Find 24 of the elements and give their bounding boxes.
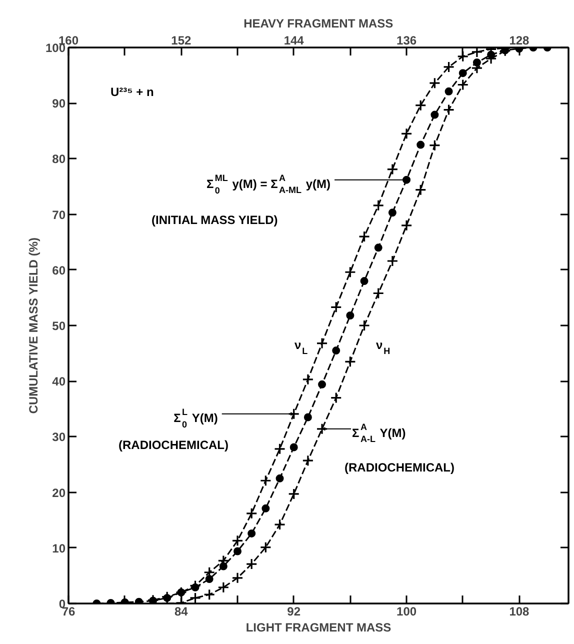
- x-tick-label: 92: [287, 604, 301, 618]
- x2-tick-label: 136: [396, 34, 417, 48]
- x2-tick-label: 152: [171, 34, 192, 48]
- annotation: (RADIOCHEMICAL): [118, 438, 228, 452]
- annotation: (INITIAL MASS YIELD): [152, 212, 278, 227]
- x-tick-label: 108: [509, 604, 530, 618]
- y-tick-label: 20: [52, 486, 66, 500]
- x-tick-label: 100: [396, 604, 417, 618]
- y-tick-label: 90: [52, 96, 66, 111]
- x2-axis-title: HEAVY FRAGMENT MASS: [244, 16, 394, 30]
- x-axis-title: LIGHT FRAGMENT MASS: [246, 620, 392, 634]
- y-tick-label: 30: [52, 430, 66, 444]
- y-tick-label: 40: [52, 374, 66, 389]
- x2-tick-label: 128: [509, 34, 530, 48]
- y-tick-label: 80: [52, 152, 66, 166]
- annotation: U²³⁵ + n: [110, 84, 154, 99]
- annotation: (RADIOCHEMICAL): [344, 460, 454, 474]
- y-axis-title: CUMULATIVE MASS YIELD (%): [26, 237, 40, 414]
- y-tick-label: 60: [52, 263, 66, 278]
- y-tick-label: 70: [52, 208, 66, 222]
- x2-tick-label: 144: [284, 34, 304, 48]
- y-tick-label: 10: [52, 541, 66, 556]
- x-tick-label: 84: [174, 604, 188, 618]
- y-tick-label: 50: [52, 319, 66, 333]
